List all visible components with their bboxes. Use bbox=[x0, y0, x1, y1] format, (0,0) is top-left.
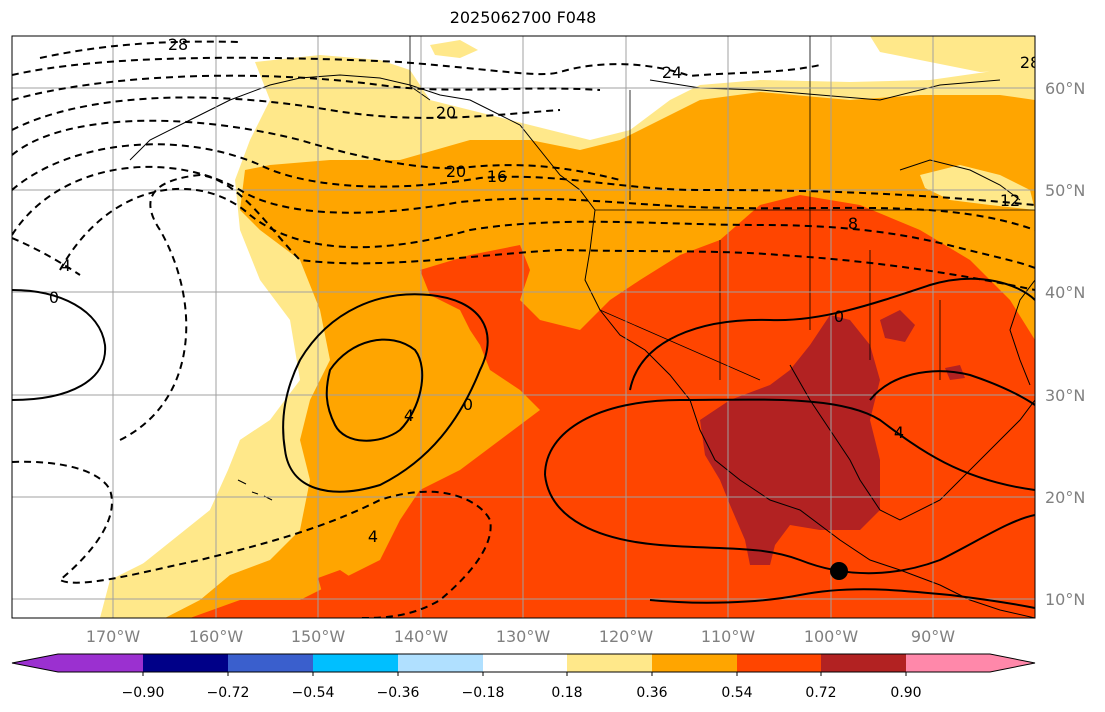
contour-labels: 28 24 20 16 12 8 4 0 0 0 4 4 4 28 20 bbox=[49, 35, 1040, 546]
latitude-labels: 60°N 50°N 40°N 30°N 20°N 10°N bbox=[1045, 79, 1085, 609]
contour-label: 20 bbox=[436, 103, 456, 122]
colorbar-extend-low bbox=[12, 654, 58, 672]
solid-contours bbox=[12, 277, 1035, 609]
colorbar-tick-label: 0.18 bbox=[551, 685, 582, 701]
contour-four-se bbox=[869, 370, 1035, 406]
point-marker bbox=[830, 562, 848, 580]
colorbar: −0.90 −0.72 −0.54 −0.36 −0.18 0.18 0.36 … bbox=[11, 653, 1036, 701]
lat-label: 60°N bbox=[1045, 79, 1085, 98]
longitude-labels: 170°W 160°W 150°W 140°W 130°W 120°W 110°… bbox=[86, 627, 955, 646]
lat-label: 50°N bbox=[1045, 181, 1085, 200]
contour-neg28 bbox=[39, 40, 241, 59]
lon-label: 150°W bbox=[291, 627, 346, 646]
contour-a bbox=[12, 74, 601, 101]
lat-label: 20°N bbox=[1045, 488, 1085, 507]
contour-neg4-main bbox=[119, 173, 1035, 441]
colorbar-swatch bbox=[228, 654, 314, 672]
contour-label: 28 bbox=[1020, 53, 1040, 72]
contour-label: 4 bbox=[61, 256, 71, 275]
colorbar-tick-label: 0.36 bbox=[636, 685, 667, 701]
contour-label: 8 bbox=[848, 214, 858, 233]
colorbar-tick-label: −0.90 bbox=[122, 685, 165, 701]
lon-label: 90°W bbox=[911, 627, 955, 646]
fill-0.18-northeast bbox=[870, 36, 1035, 72]
gulf-coast bbox=[789, 364, 1035, 521]
contour-neg4-left bbox=[12, 237, 81, 276]
contour-label: 16 bbox=[487, 167, 507, 186]
contour-zero-east bbox=[629, 277, 1035, 391]
map-area: 28 24 20 16 12 8 4 0 0 0 4 4 4 28 20 bbox=[12, 35, 1040, 618]
contour-label: 0 bbox=[49, 288, 59, 307]
contour-neg24 bbox=[12, 56, 821, 78]
contour-label: 12 bbox=[1000, 191, 1020, 210]
colorbar-tick-label: 0.54 bbox=[721, 685, 752, 701]
colorbar-swatch bbox=[737, 654, 823, 672]
colorbar-swatch bbox=[652, 654, 738, 672]
colorbar-tick-label: −0.18 bbox=[462, 685, 505, 701]
colorbar-swatch bbox=[906, 654, 990, 672]
contour-four-east bbox=[544, 398, 1035, 491]
contour-label: 0 bbox=[834, 307, 844, 326]
lat-label: 30°N bbox=[1045, 386, 1085, 405]
colorbar-swatch bbox=[398, 654, 484, 672]
contour-four-ring bbox=[544, 474, 1035, 575]
contour-four-center bbox=[325, 338, 424, 442]
contour-label: 4 bbox=[368, 527, 378, 546]
contour-label: 4 bbox=[404, 406, 414, 425]
contour-label: 20 bbox=[446, 162, 466, 181]
fill-0.18-alaska-north bbox=[430, 40, 478, 58]
colorbar-tick-label: −0.36 bbox=[377, 685, 420, 701]
contour-four-south bbox=[649, 588, 1035, 609]
colorbar-swatch bbox=[821, 654, 907, 672]
colorbar-tick-label: 0.90 bbox=[890, 685, 921, 701]
contour-neg16 bbox=[12, 143, 1035, 206]
contour-label: 4 bbox=[894, 423, 904, 442]
graticule bbox=[12, 36, 1035, 618]
colorbar-extend-high bbox=[990, 654, 1035, 672]
colorbar-swatch bbox=[313, 654, 399, 672]
map-title: 2025062700 F048 bbox=[449, 8, 597, 27]
lon-label: 110°W bbox=[701, 627, 756, 646]
contour-zero-center bbox=[282, 293, 489, 493]
lat-label: 10°N bbox=[1045, 590, 1085, 609]
map-frame bbox=[11, 35, 1036, 619]
contour-label: 28 bbox=[168, 35, 188, 54]
colorbar-swatch bbox=[483, 654, 569, 672]
lon-label: 120°W bbox=[599, 627, 654, 646]
fill-0.54-west-blob bbox=[318, 570, 355, 592]
fill-0.72-blob-a bbox=[880, 310, 915, 342]
contour-b bbox=[12, 96, 561, 131]
lon-label: 160°W bbox=[189, 627, 244, 646]
fill-0.18-hawaii bbox=[100, 430, 270, 618]
colorbar-swatch bbox=[143, 654, 229, 672]
contour-label: 24 bbox=[662, 63, 682, 82]
contour-zero-left bbox=[12, 289, 107, 401]
contour-neg20 bbox=[12, 119, 621, 181]
lon-label: 140°W bbox=[394, 627, 449, 646]
contour-pacific-low bbox=[12, 460, 492, 618]
contour-neg8 bbox=[59, 188, 1035, 271]
lon-label: 130°W bbox=[496, 627, 551, 646]
colorbar-tick-label: −0.54 bbox=[292, 685, 335, 701]
lon-label: 100°W bbox=[804, 627, 859, 646]
colorbar-outline bbox=[11, 653, 1036, 673]
lon-label: 170°W bbox=[86, 627, 141, 646]
contour-label: 0 bbox=[463, 395, 473, 414]
dashed-contours bbox=[12, 40, 1035, 618]
lat-label: 40°N bbox=[1045, 283, 1085, 302]
colorbar-tick-label: 0.72 bbox=[805, 685, 836, 701]
colorbar-tick-label: −0.72 bbox=[207, 685, 250, 701]
fill-0.72-region bbox=[700, 315, 880, 565]
colorbar-swatch bbox=[58, 654, 144, 672]
colorbar-swatch bbox=[567, 654, 653, 672]
